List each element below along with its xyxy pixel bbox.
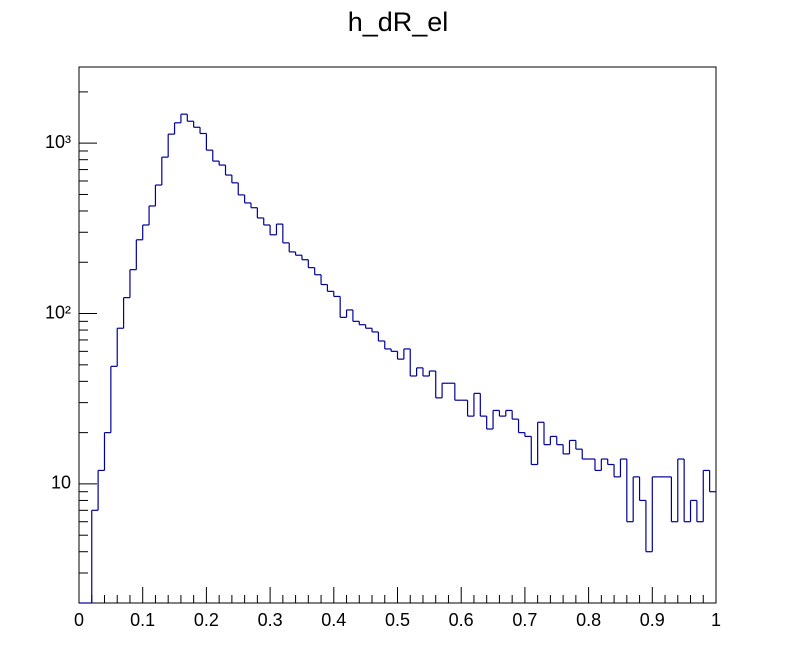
chart-title: h_dR_el bbox=[348, 7, 449, 37]
x-tick-label: 0.8 bbox=[576, 610, 601, 630]
y-tick-label: 10³ bbox=[45, 132, 71, 152]
x-tick-label: 0.9 bbox=[640, 610, 665, 630]
x-tick-label: 0.4 bbox=[321, 610, 346, 630]
x-tick-label: 0.7 bbox=[512, 610, 537, 630]
x-tick-label: 1 bbox=[711, 610, 721, 630]
y-tick-label: 10² bbox=[45, 302, 71, 322]
x-tick-label: 0.3 bbox=[258, 610, 283, 630]
x-tick-label: 0.5 bbox=[385, 610, 410, 630]
x-tick-label: 0.6 bbox=[449, 610, 474, 630]
x-tick-label: 0.1 bbox=[130, 610, 155, 630]
y-tick-label: 10 bbox=[51, 473, 71, 493]
x-tick-label: 0.2 bbox=[194, 610, 219, 630]
x-tick-label: 0 bbox=[74, 610, 84, 630]
